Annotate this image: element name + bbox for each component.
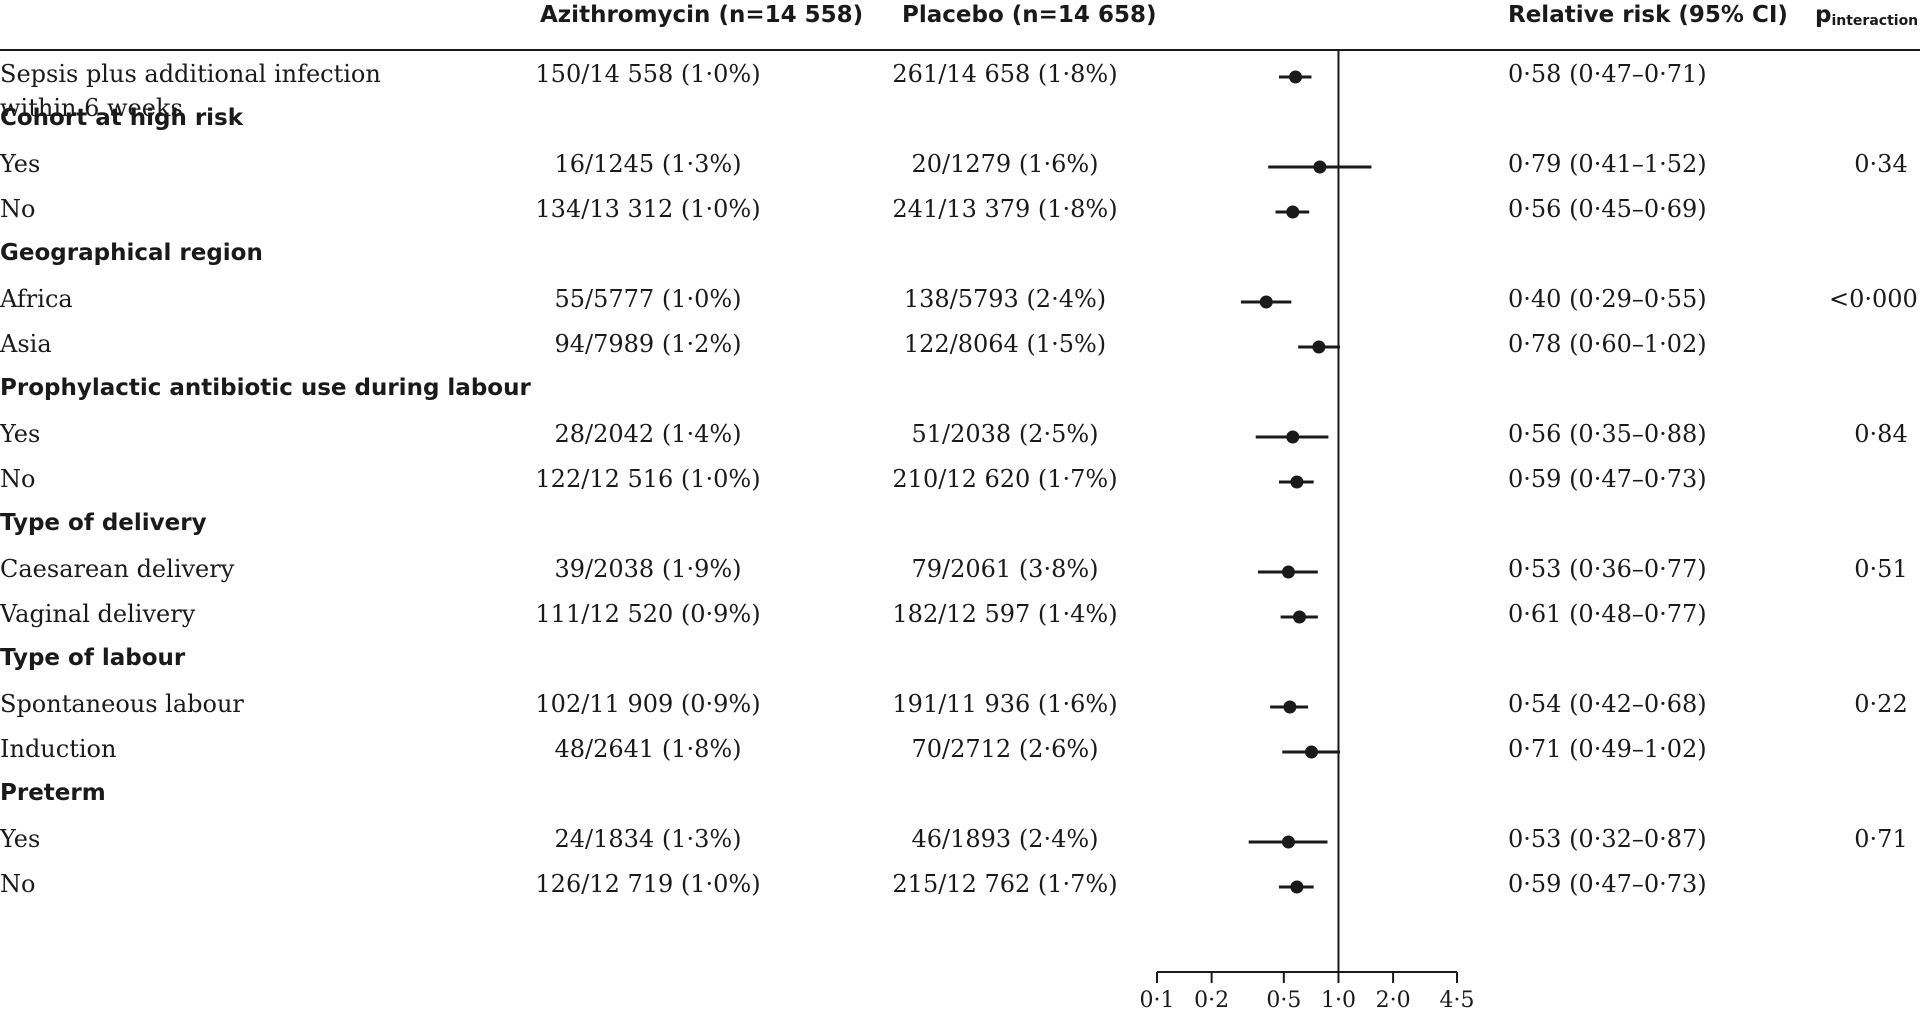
relative-risk-text: 0·59 (0·47–0·73): [1508, 870, 1707, 898]
azithromycin-count: 111/12 520 (0·9%): [535, 600, 761, 628]
azithromycin-count: 134/13 312 (1·0%): [535, 195, 761, 223]
point-estimate: [1290, 475, 1304, 489]
relative-risk-text: 0·79 (0·41–1·52): [1508, 150, 1707, 178]
azithromycin-count: 55/5777 (1·0%): [554, 285, 742, 313]
azithromycin-count: 122/12 516 (1·0%): [535, 465, 761, 493]
row-label: Vaginal delivery: [0, 600, 196, 628]
header-azithromycin: Azithromycin (n=14 558): [540, 2, 864, 28]
row-label: No: [0, 870, 36, 898]
x-tick-label: 2·0: [1376, 988, 1411, 1013]
subgroup-heading: Geographical region: [0, 240, 263, 266]
placebo-count: 70/2712 (2·6%): [911, 735, 1099, 763]
azithromycin-count: 16/1245 (1·3%): [554, 150, 742, 178]
azithromycin-count: 28/2042 (1·4%): [554, 420, 742, 448]
relative-risk-text: 0·58 (0·47–0·71): [1508, 60, 1707, 88]
placebo-count: 215/12 762 (1·7%): [892, 870, 1118, 898]
placebo-count: 261/14 658 (1·8%): [892, 60, 1118, 88]
relative-risk-text: 0·61 (0·48–0·77): [1508, 600, 1707, 628]
p-interaction-value: <0·0001: [1828, 285, 1920, 313]
subgroup-heading: Prophylactic antibiotic use during labou…: [0, 375, 531, 401]
azithromycin-count: 39/2038 (1·9%): [554, 555, 742, 583]
row-label: Induction: [0, 735, 117, 763]
point-estimate: [1286, 205, 1300, 219]
relative-risk-text: 0·40 (0·29–0·55): [1508, 285, 1707, 313]
point-estimate: [1290, 880, 1304, 894]
row-label: Yes: [0, 825, 41, 853]
header-relative-risk: Relative risk (95% CI): [1508, 2, 1788, 28]
row-label: Yes: [0, 420, 41, 448]
placebo-count: 182/12 597 (1·4%): [892, 600, 1118, 628]
placebo-count: 241/13 379 (1·8%): [892, 195, 1118, 223]
point-estimate: [1281, 835, 1295, 849]
x-tick-label: 1·0: [1321, 988, 1356, 1013]
header-p-interaction: pinteraction: [1815, 0, 1918, 30]
row-label: No: [0, 195, 36, 223]
header-placebo: Placebo (n=14 658): [902, 2, 1157, 28]
placebo-count: 79/2061 (3·8%): [911, 555, 1099, 583]
placebo-count: 122/8064 (1·5%): [903, 330, 1107, 358]
x-tick-label: 0·2: [1194, 988, 1229, 1013]
row-label: No: [0, 465, 36, 493]
point-estimate: [1313, 160, 1327, 174]
subgroup-heading: Cohort at high risk: [0, 105, 244, 131]
placebo-count: 210/12 620 (1·7%): [892, 465, 1118, 493]
point-estimate: [1286, 430, 1300, 444]
x-tick-label: 4·5: [1440, 988, 1475, 1013]
row-label-line2: within 6 weeks: [0, 94, 183, 122]
azithromycin-count: 102/11 909 (0·9%): [535, 690, 761, 718]
placebo-count: 20/1279 (1·6%): [911, 150, 1099, 178]
placebo-count: 46/1893 (2·4%): [911, 825, 1099, 853]
relative-risk-text: 0·78 (0·60–1·02): [1508, 330, 1707, 358]
azithromycin-count: 94/7989 (1·2%): [554, 330, 742, 358]
p-interaction-value: 0·71: [1854, 825, 1908, 853]
p-interaction-value: 0·84: [1854, 420, 1908, 448]
row-label: Africa: [0, 285, 73, 313]
placebo-count: 51/2038 (2·5%): [911, 420, 1099, 448]
row-label: Asia: [0, 330, 52, 358]
relative-risk-text: 0·59 (0·47–0·73): [1508, 465, 1707, 493]
p-interaction-value: 0·34: [1854, 150, 1908, 178]
relative-risk-text: 0·53 (0·36–0·77): [1508, 555, 1707, 583]
point-estimate: [1289, 70, 1303, 84]
point-estimate: [1259, 295, 1273, 309]
subgroup-heading: Type of delivery: [0, 510, 207, 536]
placebo-count: 191/11 936 (1·6%): [892, 690, 1118, 718]
relative-risk-text: 0·71 (0·49–1·02): [1508, 735, 1707, 763]
relative-risk-text: 0·53 (0·32–0·87): [1508, 825, 1707, 853]
x-tick-label: 0·5: [1266, 988, 1301, 1013]
x-tick-label: 0·1: [1140, 988, 1175, 1013]
header-rule: [0, 49, 1920, 51]
point-estimate: [1304, 745, 1318, 759]
azithromycin-count: 150/14 558 (1·0%): [535, 60, 761, 88]
relative-risk-text: 0·56 (0·35–0·88): [1508, 420, 1707, 448]
relative-risk-text: 0·54 (0·42–0·68): [1508, 690, 1707, 718]
header-p-main: p: [1815, 2, 1832, 28]
row-label: Caesarean delivery: [0, 555, 235, 583]
row-label: Spontaneous labour: [0, 690, 244, 718]
p-interaction-value: 0·51: [1854, 555, 1908, 583]
row-label: Yes: [0, 150, 41, 178]
header-p-subscript: interaction: [1831, 13, 1919, 29]
p-interaction-value: 0·22: [1854, 690, 1908, 718]
placebo-count: 138/5793 (2·4%): [903, 285, 1107, 313]
point-estimate: [1312, 340, 1326, 354]
subgroup-heading: Preterm: [0, 780, 106, 806]
azithromycin-count: 126/12 719 (1·0%): [535, 870, 761, 898]
point-estimate: [1283, 700, 1297, 714]
azithromycin-count: 48/2641 (1·8%): [554, 735, 742, 763]
relative-risk-text: 0·56 (0·45–0·69): [1508, 195, 1707, 223]
azithromycin-count: 24/1834 (1·3%): [554, 825, 742, 853]
subgroup-heading: Type of labour: [0, 645, 186, 671]
point-estimate: [1293, 610, 1307, 624]
point-estimate: [1281, 565, 1295, 579]
row-label: Sepsis plus additional infection: [0, 60, 381, 88]
